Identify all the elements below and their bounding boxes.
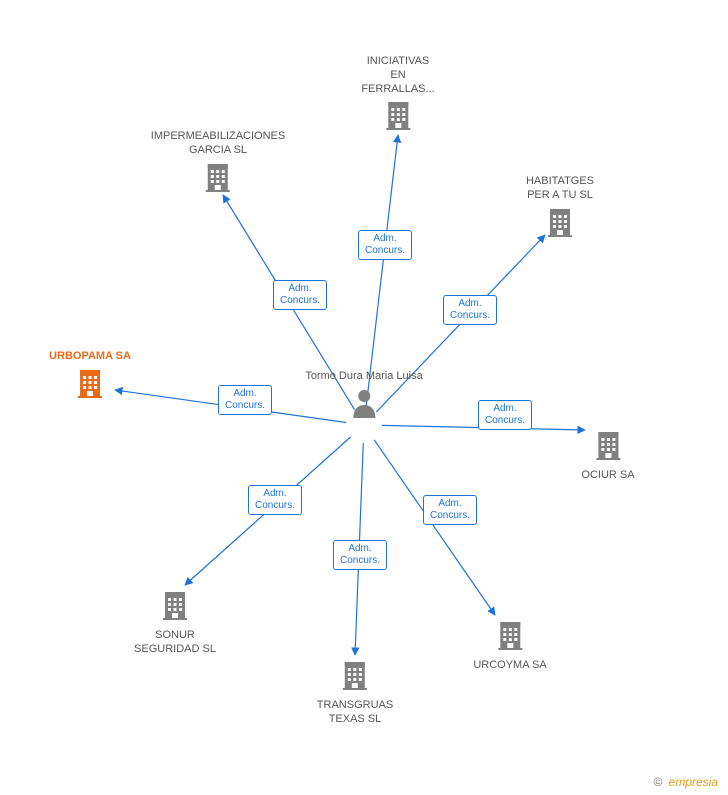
building-icon [134,590,216,625]
edge-label: Adm. Concurs. [218,385,272,415]
company-label: URBOPAMA SA [49,350,131,364]
company-label: IMPERMEABILIZACIONES GARCIA SL [151,130,285,158]
edge-line [374,440,495,615]
center-label: Tormo Dura Maria Luisa [305,370,422,384]
company-node-sonur[interactable]: SONUR SEGURIDAD SL [134,590,216,656]
building-icon [317,660,393,695]
edge-label: Adm. Concurs. [333,540,387,570]
edge-line [366,135,398,407]
building-icon [49,368,131,403]
brand-name: empresia [669,775,718,789]
company-node-transgruas[interactable]: TRANSGRUAS TEXAS SL [317,660,393,726]
company-node-iniciativas[interactable]: INICIATIVAS EN FERRALLAS... [361,55,434,135]
building-icon [581,430,634,465]
edge-label: Adm. Concurs. [358,230,412,260]
edge-label: Adm. Concurs. [423,495,477,525]
building-icon [526,207,594,242]
company-node-ociur[interactable]: OCIUR SA [581,430,634,483]
company-label: HABITATGES PER A TU SL [526,175,594,203]
company-label: OCIUR SA [581,469,634,483]
copyright-symbol: © [653,775,662,789]
person-icon [305,388,422,423]
edge-label: Adm. Concurs. [248,485,302,515]
company-node-habitatges[interactable]: HABITATGES PER A TU SL [526,175,594,241]
edge-label: Adm. Concurs. [443,295,497,325]
footer-attribution: © empresia [653,775,718,789]
company-label: TRANSGRUAS TEXAS SL [317,699,393,727]
building-icon [473,620,546,655]
company-node-impermeabilizaciones[interactable]: IMPERMEABILIZACIONES GARCIA SL [151,130,285,196]
building-icon [361,100,434,135]
company-label: SONUR SEGURIDAD SL [134,629,216,657]
company-label: URCOYMA SA [473,659,546,673]
center-node[interactable]: Tormo Dura Maria Luisa [305,370,422,423]
edge-label: Adm. Concurs. [478,400,532,430]
company-node-urcoyma[interactable]: URCOYMA SA [473,620,546,673]
diagram-canvas: Tormo Dura Maria Luisa IMPERMEABILIZACIO… [0,0,728,795]
edge-label: Adm. Concurs. [273,280,327,310]
building-icon [151,162,285,197]
company-label: INICIATIVAS EN FERRALLAS... [361,55,434,96]
company-node-urbopama[interactable]: URBOPAMA SA [49,350,131,403]
